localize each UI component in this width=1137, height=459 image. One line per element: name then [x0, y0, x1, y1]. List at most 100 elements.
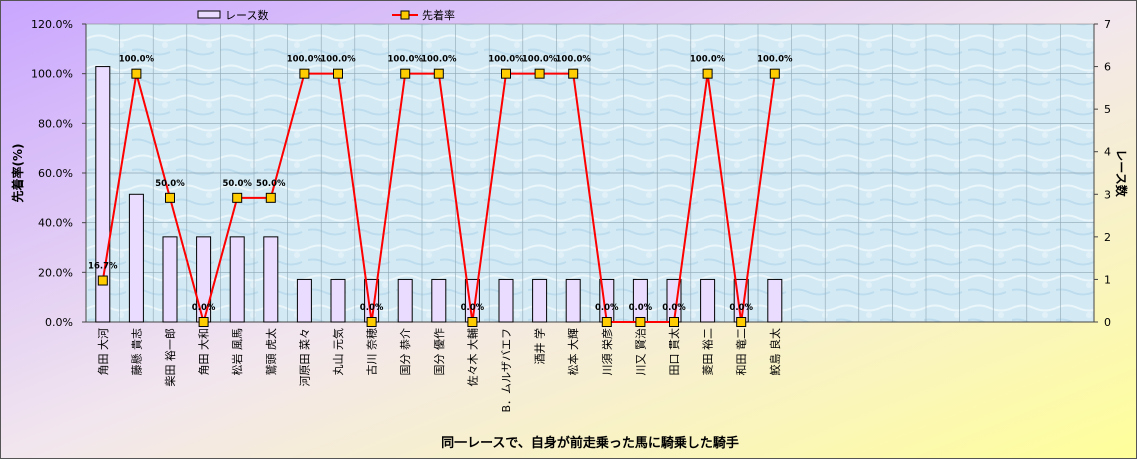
x-category-label: 河原田 菜々 [298, 328, 311, 387]
bar [128, 193, 144, 323]
bar [700, 278, 716, 323]
bar [532, 278, 548, 323]
rate-marker [568, 68, 579, 79]
x-category-label: 田口 貫太 [668, 328, 681, 376]
axes: 0.0%20.0%40.0%60.0%80.0%100.0%120.0%0123… [31, 18, 1111, 329]
bar [162, 236, 178, 323]
rate-marker [232, 192, 243, 203]
x-category-label: 川又 賢治 [633, 328, 647, 376]
rate-marker [366, 317, 377, 327]
y-left-tick-label: 120.0% [31, 18, 73, 31]
x-category-label: 菱田 裕二 [702, 328, 715, 376]
y-right-tick-label: 4 [1104, 146, 1111, 159]
y-left-tick-label: 40.0% [38, 217, 73, 230]
y-left-tick-label: 0.0% [45, 316, 73, 329]
y-right-tick-label: 3 [1104, 188, 1111, 201]
legend: レース数 先着率 [197, 8, 455, 22]
y-right-tick-label: 7 [1104, 18, 1111, 31]
legend-bar-label: レース数 [225, 9, 268, 22]
rate-marker [198, 317, 209, 327]
x-category-label: 古川 奈穂 [365, 328, 379, 376]
data-label: 50.0% [155, 179, 185, 189]
legend-line-label: 先着率 [422, 8, 455, 22]
x-category-label: 角田 大河 [96, 328, 110, 376]
x-category-label: 川須 栄彦 [600, 328, 614, 376]
y-right-tick-label: 2 [1104, 231, 1111, 244]
rate-marker [501, 68, 511, 79]
rate-marker [265, 192, 276, 203]
y-left-tick-label: 60.0% [38, 167, 73, 180]
legend-bar-swatch [197, 10, 221, 19]
data-label: 100.0% [119, 55, 155, 65]
y-right-tick-label: 6 [1104, 61, 1111, 74]
bar [296, 278, 312, 323]
data-label: 100.0% [555, 55, 591, 65]
bar [767, 278, 783, 323]
data-label: 0.0% [360, 303, 384, 313]
rate-marker [769, 68, 780, 79]
bar [632, 278, 648, 323]
rate-marker [702, 68, 713, 79]
legend-marker-icon [400, 10, 410, 20]
data-label: 0.0% [729, 303, 753, 313]
bar [330, 278, 346, 323]
line-series [97, 68, 780, 327]
x-category-label: 角田 大和 [197, 328, 211, 376]
x-category-label: 鮫島 良太 [768, 328, 782, 376]
data-label: 100.0% [522, 55, 558, 65]
y-right-tick-label: 5 [1104, 103, 1111, 116]
data-label: 100.0% [320, 55, 356, 65]
bar [565, 278, 581, 323]
x-category-label: 丸山 元気 [331, 328, 345, 376]
x-category-label: 国分 優作 [433, 328, 446, 376]
y-right-tick-label: 1 [1104, 273, 1111, 286]
data-labels: 16.7%100.0%50.0%0.0%50.0% 50.0%100.0%100.… [88, 55, 793, 313]
data-label: 100.0% [488, 55, 524, 65]
bar [263, 236, 279, 323]
x-category-label: 松本 大輝 [566, 328, 580, 376]
rate-marker [131, 68, 142, 79]
bar [397, 278, 413, 323]
x-category-label: 和田 竜二 [734, 328, 748, 376]
y-right-tick-label: 0 [1104, 316, 1111, 329]
y-right-axis-title: レース数 [1114, 149, 1129, 197]
rate-marker [467, 317, 478, 327]
rate-marker [736, 317, 747, 327]
x-category-label: 松岩 風馬 [230, 328, 244, 376]
data-label: 0.0% [595, 303, 619, 313]
y-left-tick-label: 20.0% [38, 266, 73, 279]
data-label: 16.7% [88, 262, 118, 272]
data-label: 0.0% [461, 303, 485, 313]
x-category-label: 柴田 裕一郎 [163, 328, 177, 387]
data-label: 100.0% [757, 55, 793, 65]
rate-marker [165, 192, 175, 203]
x-category-label: 佐々木 大輔 [465, 328, 479, 387]
x-category-labels: 角田 大河 藤懸 貴志 柴田 裕一郎 角田 大和 松岩 風馬 鷲頭 虎太 河原田 菜々 丸山 … [96, 328, 782, 413]
rate-marker [534, 68, 545, 79]
data-label: 100.0% [387, 55, 423, 65]
data-label: 50.0% [256, 179, 286, 189]
y-left-tick-label: 100.0% [31, 68, 73, 81]
rate-marker [635, 317, 646, 327]
data-label: 0.0% [662, 303, 686, 313]
bar [498, 278, 514, 323]
rate-marker [400, 68, 411, 79]
x-category-label: 酒井 学 [533, 328, 547, 365]
rate-marker [669, 317, 679, 327]
gridlines [86, 24, 1094, 322]
x-category-label: 藤懸 貴志 [129, 328, 143, 376]
y-left-axis-title: 先着率(%) [10, 144, 25, 203]
x-category-label: B．ムルザバエフ [500, 328, 513, 413]
x-category-label: 鷲頭 虎太 [264, 328, 278, 376]
data-label: 100.0% [287, 55, 323, 65]
rate-marker [299, 68, 310, 79]
data-label: 100.0% [421, 55, 457, 65]
y-left-tick-label: 80.0% [38, 117, 73, 130]
rate-marker [433, 68, 444, 79]
rate-marker [97, 275, 108, 286]
data-label: 100.0% [690, 55, 726, 65]
x-category-label: 国分 恭介 [399, 328, 412, 376]
bar [229, 236, 245, 323]
